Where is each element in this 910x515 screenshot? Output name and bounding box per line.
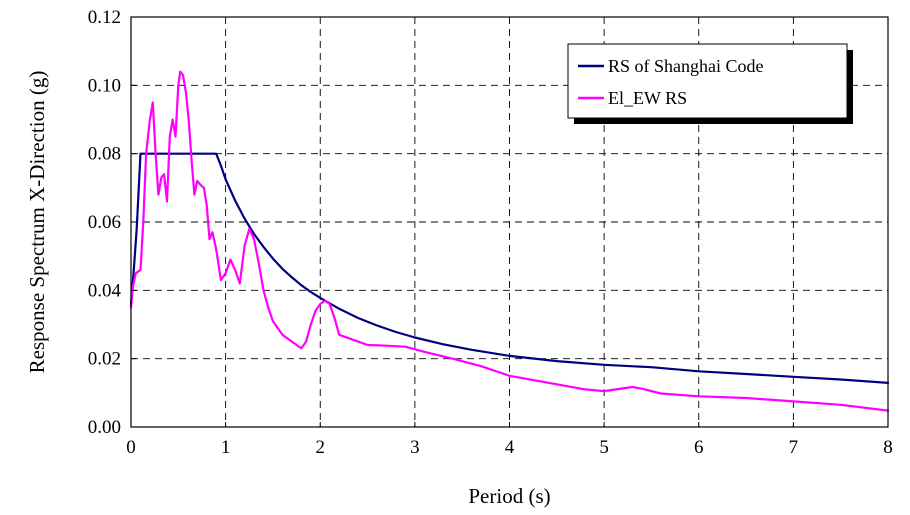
y-tick-label: 0.06 [88,212,121,233]
x-tick-label: 1 [221,437,231,458]
tick-labels: 0 1 2 3 4 5 6 7 8 0.00 0.02 0.04 0.06 0.08 0.10 0.12 [88,7,893,458]
y-tick-label: 0.08 [88,144,121,165]
x-tick-label: 8 [883,437,893,458]
x-tick-label: 7 [789,437,799,458]
y-axis-title: Response Spectrum X-Direction (g) [25,71,49,374]
y-tick-label: 0.04 [88,280,122,301]
legend-box [567,43,848,119]
x-tick-label: 5 [599,437,609,458]
series-line-1 [129,152,890,384]
series-line-2 [129,70,890,412]
x-tick-label: 2 [316,437,326,458]
x-tick-label: 6 [694,437,704,458]
y-tick-label: 0.00 [88,417,121,438]
legend: RS of Shanghai Code El_EW RS [567,43,853,124]
x-tick-label: 0 [126,437,136,458]
y-tick-label: 0.10 [88,75,121,96]
legend-label-2: El_EW RS [608,88,687,108]
x-axis-title: Period (s) [468,484,550,508]
series-layer [129,70,890,412]
y-tick-label: 0.02 [88,349,121,370]
legend-label-1: RS of Shanghai Code [608,56,764,76]
x-tick-label: 3 [410,437,420,458]
grid [131,17,888,427]
y-tick-label: 0.12 [88,7,121,28]
x-tick-label: 4 [505,437,515,458]
